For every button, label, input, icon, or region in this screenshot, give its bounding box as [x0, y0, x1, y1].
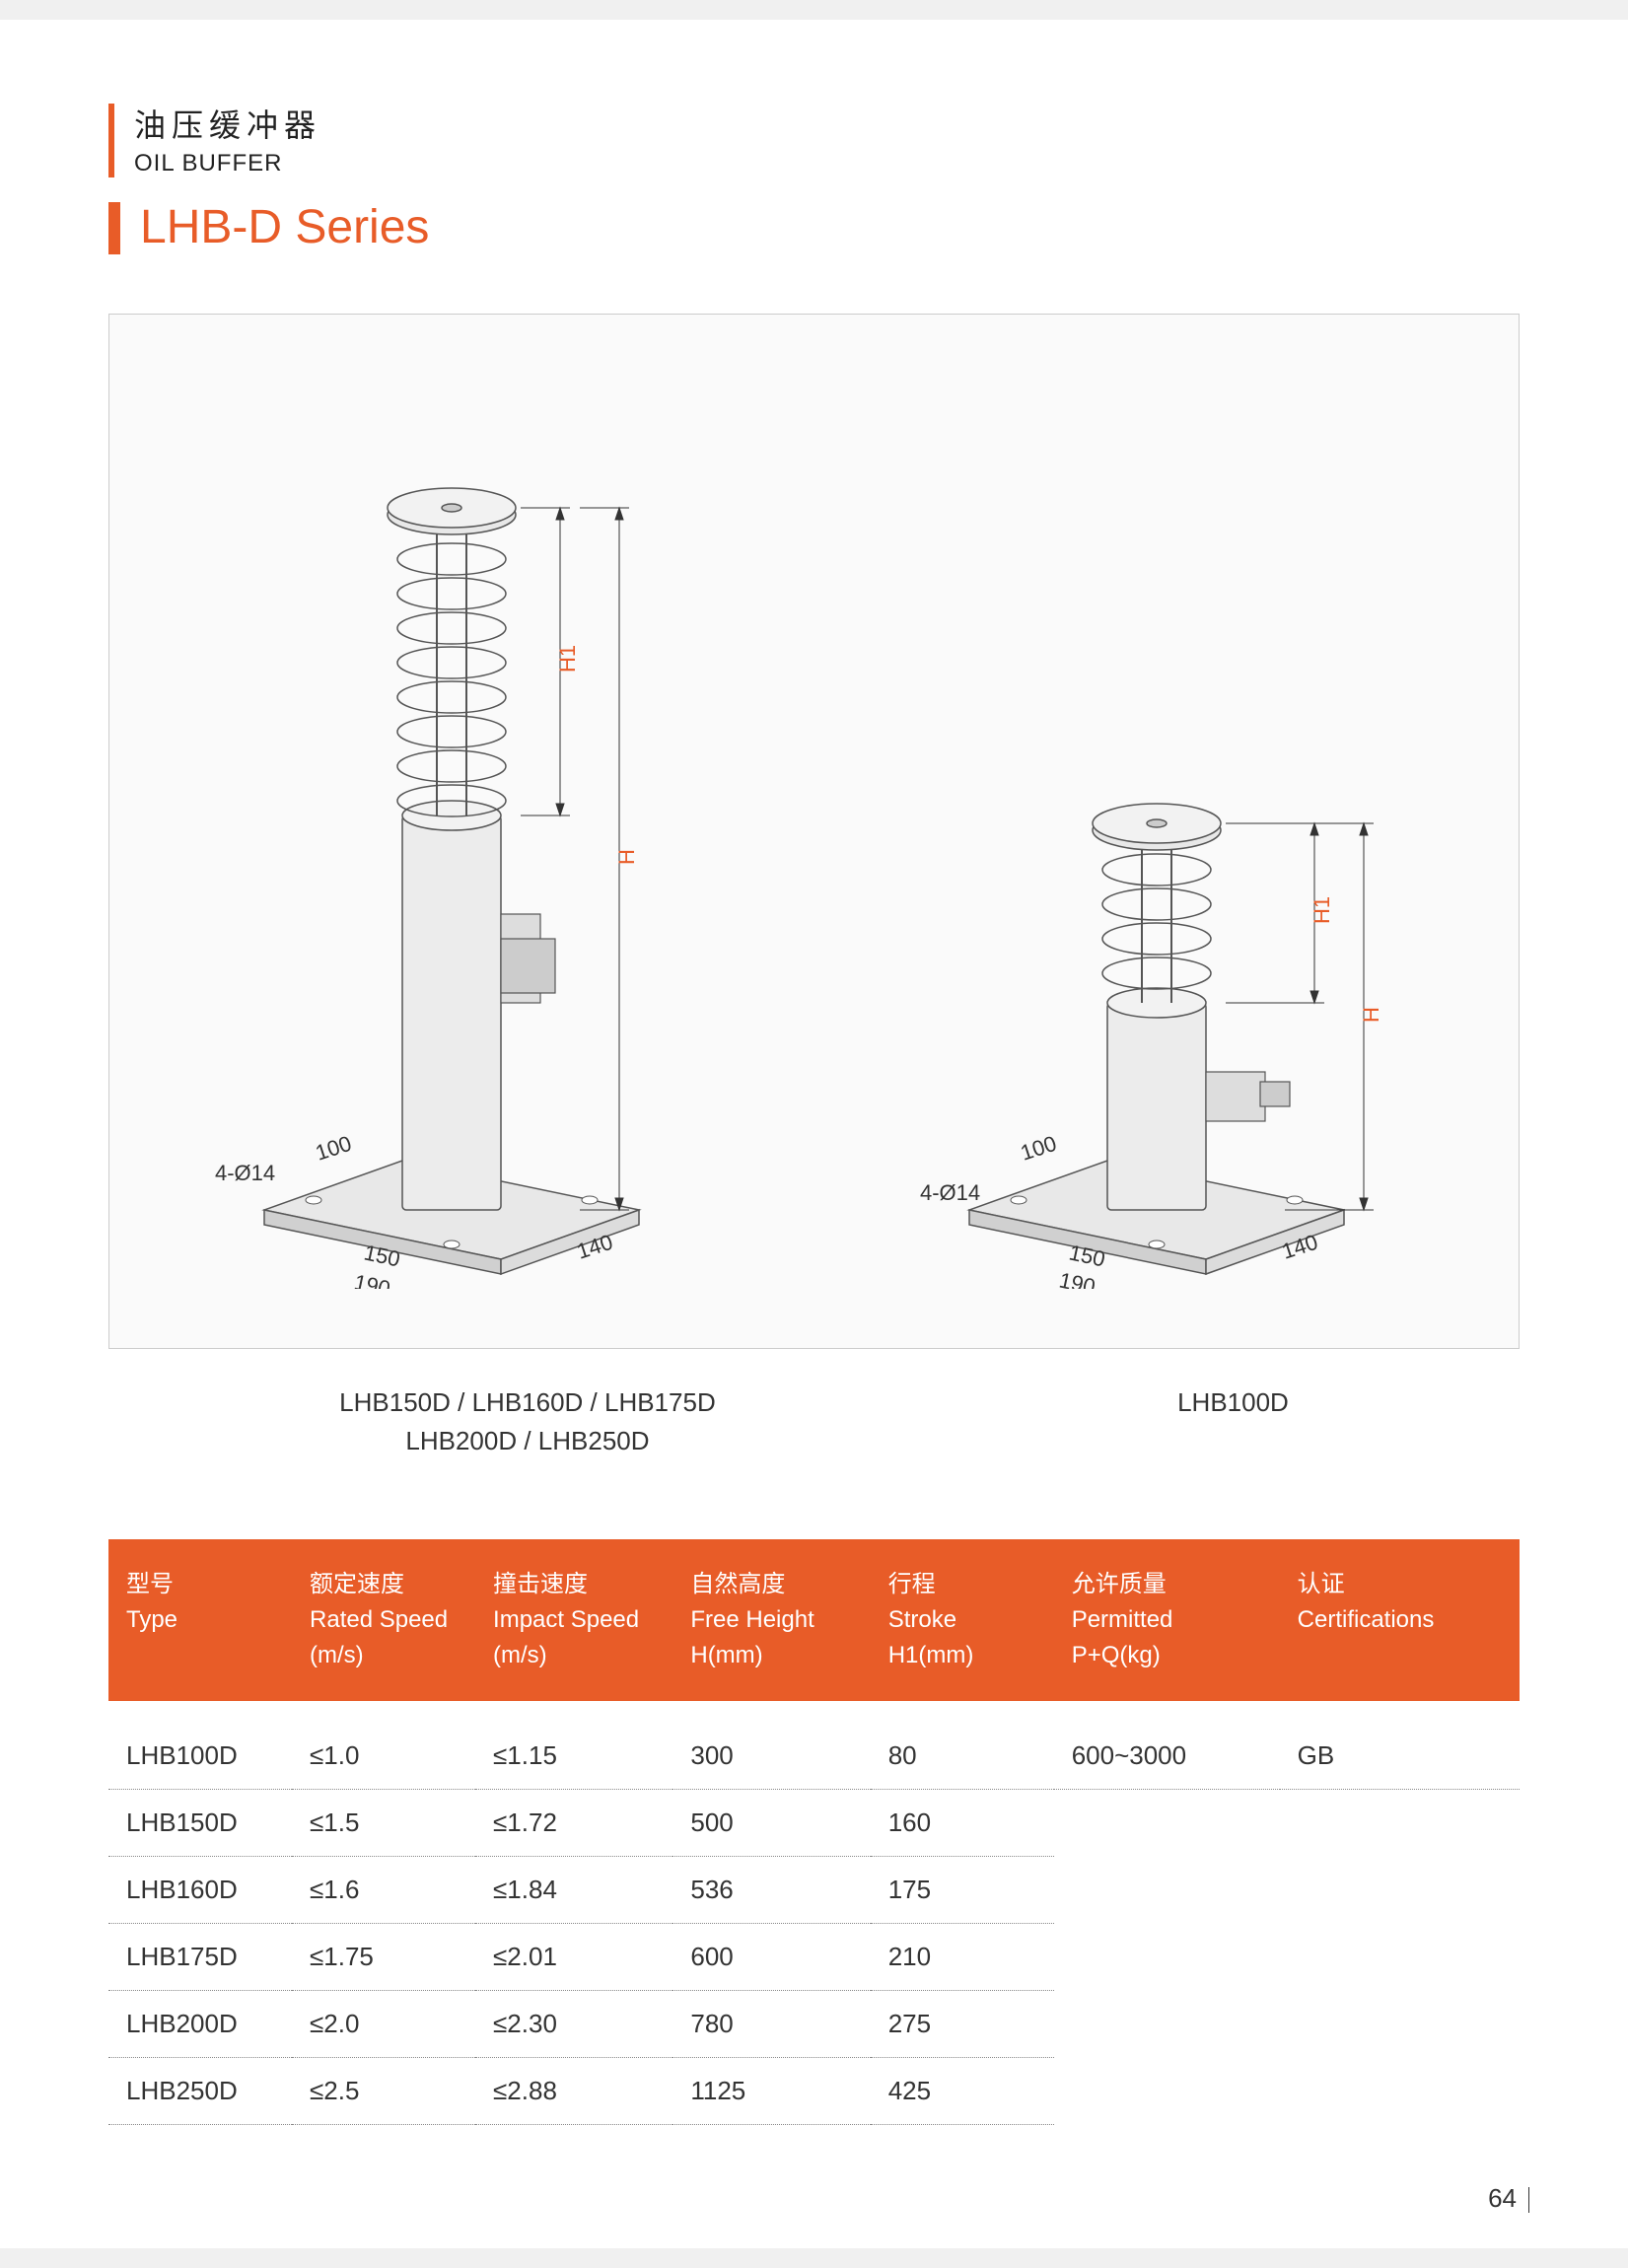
dim-190: 190: [1057, 1267, 1097, 1289]
series-title: LHB-D Series: [140, 202, 1520, 254]
table-cell: 275: [871, 1990, 1054, 2057]
table-cell: 175: [871, 1856, 1054, 1923]
th-stroke: 行程 Stroke H1(mm): [871, 1539, 1054, 1701]
table-cell: LHB100D: [108, 1701, 292, 1790]
page-number: 64: [1488, 2183, 1529, 2214]
table-cell: ≤1.84: [475, 1856, 672, 1923]
caption-left: LHB150D / LHB160D / LHB175D LHB200D / LH…: [339, 1383, 716, 1460]
caption-left-line2: LHB200D / LHB250D: [339, 1422, 716, 1460]
table-cell: LHB250D: [108, 2057, 292, 2124]
table-row: LHB160D≤1.6≤1.84536175: [108, 1856, 1520, 1923]
table-cell: ≤1.5: [292, 1789, 475, 1856]
th-rated: 额定速度 Rated Speed (m/s): [292, 1539, 475, 1701]
table-cell: ≤1.72: [475, 1789, 672, 1856]
table-cell: [1280, 1923, 1520, 1990]
dim-100: 100: [1018, 1130, 1060, 1165]
table-cell: 500: [672, 1789, 870, 1856]
table-cell: 425: [871, 2057, 1054, 2124]
table-cell: ≤1.75: [292, 1923, 475, 1990]
table-row: LHB175D≤1.75≤2.01600210: [108, 1923, 1520, 1990]
th-impact: 撞击速度 Impact Speed (m/s): [475, 1539, 672, 1701]
table-header-row: 型号 Type 额定速度 Rated Speed (m/s) 撞击速度 Impa…: [108, 1539, 1520, 1701]
table-cell: 160: [871, 1789, 1054, 1856]
th-free: 自然高度 Free Height H(mm): [672, 1539, 870, 1701]
technical-drawing-area: H H1 4-Ø14 100 150 190 140: [108, 314, 1520, 1349]
caption-right-text: LHB100D: [1177, 1383, 1289, 1422]
th-type: 型号 Type: [108, 1539, 292, 1701]
device-drawing-left: H H1 4-Ø14 100 150 190 140: [205, 401, 718, 1289]
table-cell: GB: [1280, 1701, 1520, 1790]
table-cell: 600~3000: [1054, 1701, 1280, 1790]
caption-left-line1: LHB150D / LHB160D / LHB175D: [339, 1383, 716, 1422]
dim-H1: H1: [1309, 895, 1334, 923]
series-header: LHB-D Series: [108, 202, 1520, 254]
catalog-page: 油压缓冲器 OIL BUFFER LHB-D Series: [0, 20, 1628, 2248]
caption-right: LHB100D: [1177, 1383, 1289, 1460]
table-cell: ≤1.0: [292, 1701, 475, 1790]
th-cert: 认证 Certifications: [1280, 1539, 1520, 1701]
table-row: LHB150D≤1.5≤1.72500160: [108, 1789, 1520, 1856]
table-cell: [1280, 1789, 1520, 1856]
table-row: LHB100D≤1.0≤1.1530080600~3000GB: [108, 1701, 1520, 1790]
table-cell: [1054, 1856, 1280, 1923]
table-cell: 536: [672, 1856, 870, 1923]
table-cell: [1054, 2057, 1280, 2124]
table-cell: 300: [672, 1701, 870, 1790]
table-cell: 1125: [672, 2057, 870, 2124]
table-cell: ≤2.30: [475, 1990, 672, 2057]
table-cell: 780: [672, 1990, 870, 2057]
table-cell: ≤2.0: [292, 1990, 475, 2057]
specification-table: 型号 Type 额定速度 Rated Speed (m/s) 撞击速度 Impa…: [108, 1539, 1520, 2125]
dim-bolt: 4-Ø14: [920, 1180, 980, 1205]
table-cell: 600: [672, 1923, 870, 1990]
dim-H1: H1: [555, 644, 580, 672]
table-cell: ≤1.15: [475, 1701, 672, 1790]
table-row: LHB200D≤2.0≤2.30780275: [108, 1990, 1520, 2057]
table-cell: 80: [871, 1701, 1054, 1790]
table-row: LHB250D≤2.5≤2.881125425: [108, 2057, 1520, 2124]
english-subtitle: OIL BUFFER: [134, 150, 1520, 177]
page-header: 油压缓冲器 OIL BUFFER: [108, 104, 1520, 177]
table-cell: 210: [871, 1923, 1054, 1990]
device-drawing-right: H H1 4-Ø14 100 150 190 140: [910, 677, 1423, 1289]
table-cell: [1054, 1990, 1280, 2057]
table-cell: ≤1.6: [292, 1856, 475, 1923]
table-cell: [1054, 1923, 1280, 1990]
dim-190: 190: [352, 1269, 392, 1289]
table-cell: LHB200D: [108, 1990, 292, 2057]
th-permitted: 允许质量 Permitted P+Q(kg): [1054, 1539, 1280, 1701]
table-cell: LHB175D: [108, 1923, 292, 1990]
dim-bolt: 4-Ø14: [215, 1161, 275, 1185]
table-cell: [1054, 1789, 1280, 1856]
table-cell: ≤2.01: [475, 1923, 672, 1990]
table-cell: [1280, 1990, 1520, 2057]
chinese-title: 油压缓冲器: [134, 104, 1520, 148]
table-cell: [1280, 1856, 1520, 1923]
dim-H: H: [614, 849, 639, 865]
table-cell: ≤2.88: [475, 2057, 672, 2124]
table-cell: LHB150D: [108, 1789, 292, 1856]
dim-100: 100: [313, 1130, 355, 1165]
table-cell: ≤2.5: [292, 2057, 475, 2124]
table-cell: LHB160D: [108, 1856, 292, 1923]
diagram-captions: LHB150D / LHB160D / LHB175D LHB200D / LH…: [108, 1383, 1520, 1460]
table-cell: [1280, 2057, 1520, 2124]
dim-H: H: [1359, 1007, 1383, 1023]
